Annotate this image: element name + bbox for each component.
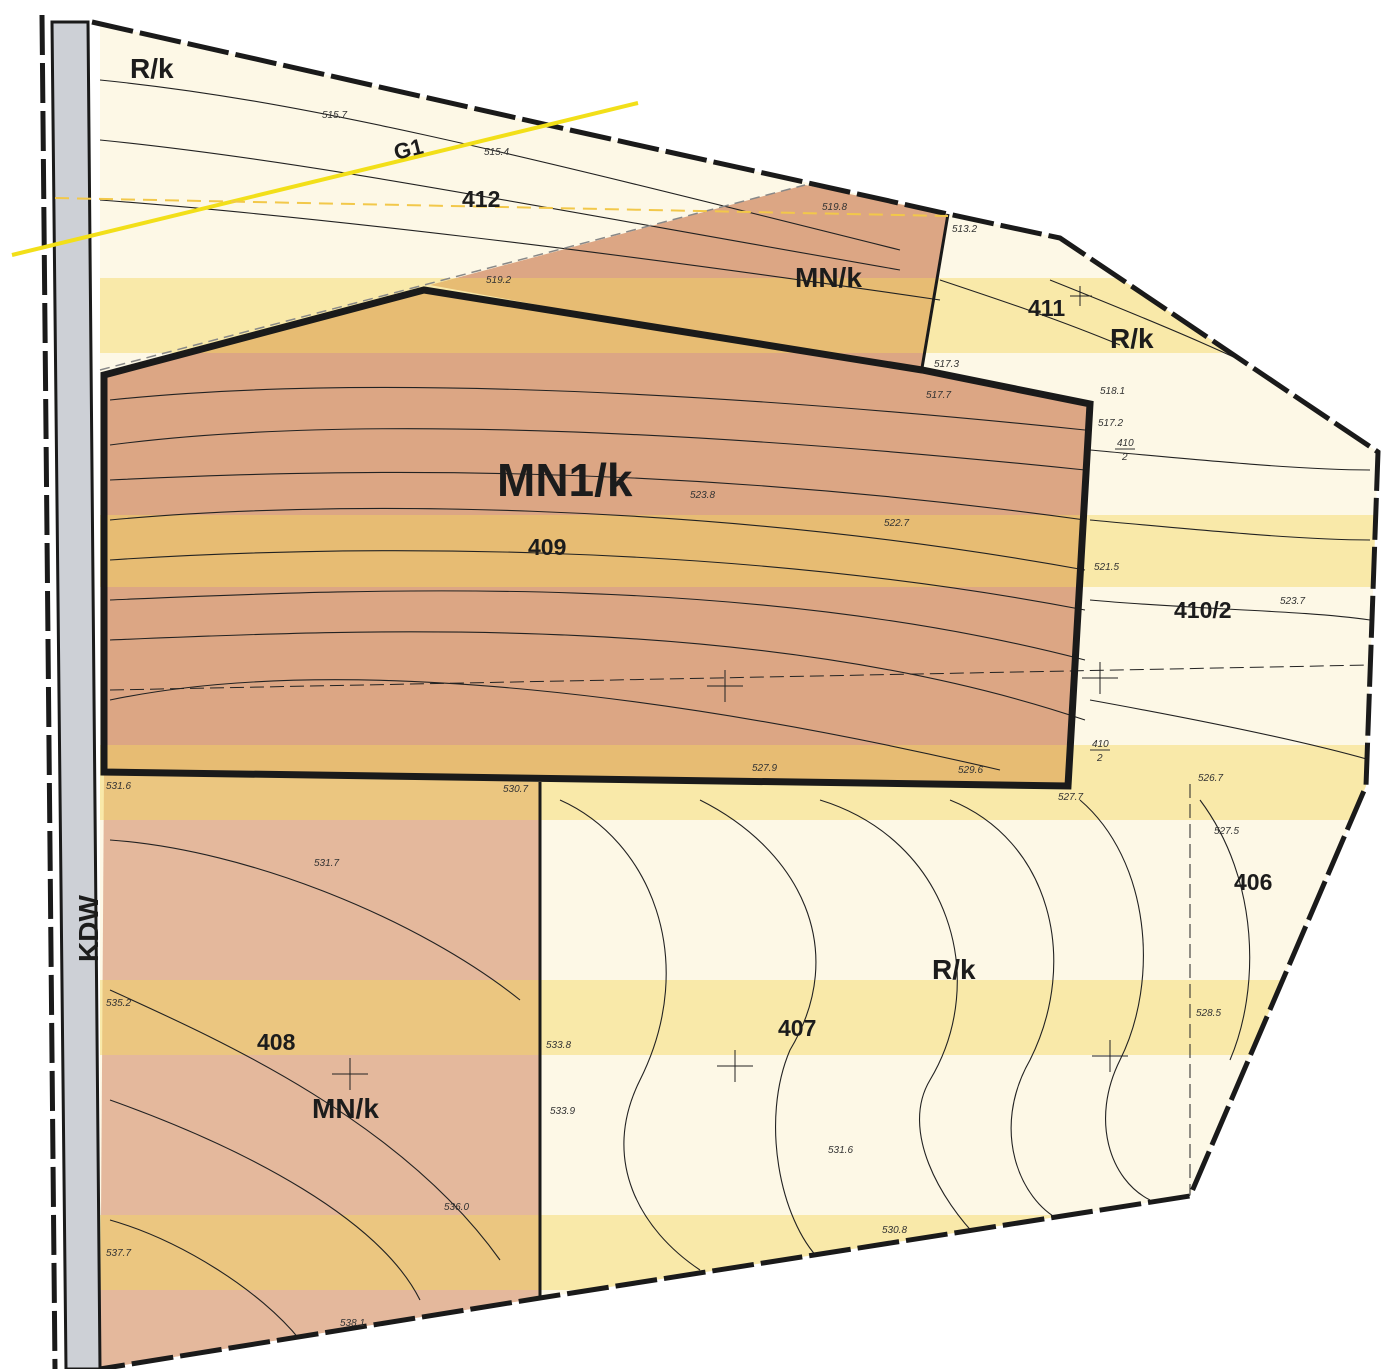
- contour-lines: [99, 79, 1371, 1341]
- zone-label-mn1: MN1/k: [497, 454, 633, 506]
- parcel-boundaries: [99, 184, 950, 1298]
- elevation-label: 515.7: [322, 110, 347, 121]
- elevation-label: 533.8: [546, 1040, 571, 1051]
- fraction-label-1: 410 2: [1115, 438, 1135, 463]
- elevation-label: 519.8: [822, 202, 847, 213]
- zone-label-mn-lower: MN/k: [312, 1093, 379, 1124]
- zone-mn-upper-area: [430, 185, 948, 367]
- fraction-num-2: 410: [1092, 739, 1109, 750]
- survey-cross: [1092, 1040, 1128, 1072]
- elevation-labels: 515.7 515.4 519.8 513.2 517.3 517.7 519.…: [106, 110, 1305, 1329]
- g1-line: [11, 101, 949, 257]
- fraction-label-2: 410 2: [1090, 739, 1110, 764]
- elevation-label: 527.7: [1058, 792, 1083, 803]
- boundary-top: [91, 19, 1381, 1369]
- parcel-number-409: 409: [528, 534, 566, 560]
- elevation-label: 519.2: [486, 275, 511, 286]
- elevation-label: 522.7: [884, 518, 909, 529]
- parcel-number-407: 407: [778, 1015, 816, 1041]
- parcel-number-406: 406: [1234, 869, 1272, 895]
- band-5: [92, 1215, 1378, 1290]
- elevation-label: 531.6: [106, 781, 131, 792]
- zone-mn-lower-area: [100, 772, 540, 1369]
- elevation-label: 517.3: [934, 359, 959, 370]
- fraction-den-2: 2: [1096, 753, 1103, 764]
- band-4: [92, 980, 1378, 1055]
- elevation-label: 515.4: [484, 147, 509, 158]
- parcel-number-412: 412: [462, 186, 500, 212]
- survey-cross: [1082, 662, 1118, 694]
- fraction-den-1: 2: [1121, 452, 1128, 463]
- parcel-number-410-2: 410/2: [1174, 597, 1232, 623]
- survey-cross: [1070, 286, 1092, 306]
- outer-boundary: [91, 19, 1381, 1369]
- elevation-label: 517.2: [1098, 418, 1123, 429]
- boundary-412-diagonal: [99, 184, 806, 371]
- elevation-label: 533.9: [550, 1106, 575, 1117]
- boundary-411-412: [920, 213, 950, 369]
- zone-mn1-outline: [100, 286, 1094, 790]
- zone-label-mn-upper: MN/k: [795, 262, 862, 293]
- survey-marks: [332, 286, 1128, 1090]
- survey-cross: [717, 1050, 753, 1082]
- elevation-label: 530.7: [503, 784, 528, 795]
- parcel-number-411: 411: [1028, 295, 1065, 321]
- elevation-label: 536.0: [444, 1202, 469, 1213]
- survey-cross: [707, 670, 743, 702]
- parcel-number-408: 408: [257, 1029, 296, 1055]
- elevation-label: 531.6: [828, 1145, 853, 1156]
- zone-label-rk-right: R/k: [1110, 323, 1154, 354]
- elevation-label: 531.7: [314, 858, 339, 869]
- band-2: [92, 515, 1378, 587]
- elevation-label: 535.2: [106, 998, 131, 1009]
- zone-label-rk-lower: R/k: [932, 954, 976, 985]
- elevation-label: 529.6: [958, 765, 983, 776]
- elevation-label: 537.7: [106, 1248, 131, 1259]
- g1-line-solid: [11, 101, 639, 257]
- elevation-label: 513.2: [952, 224, 977, 235]
- elevation-label: 530.8: [882, 1225, 907, 1236]
- road-strip: [39, 14, 102, 1369]
- elevation-label: 517.7: [926, 390, 951, 401]
- fraction-num-1: 410: [1117, 438, 1134, 449]
- road-surface: [50, 20, 102, 1369]
- elevation-label: 528.5: [1196, 1008, 1221, 1019]
- g1-line-dashed: [54, 197, 949, 217]
- elevation-label: 538.1: [340, 1318, 365, 1329]
- road-label: KDW: [73, 895, 104, 962]
- elevation-label: 523.7: [1280, 596, 1305, 607]
- elevation-label: 521.5: [1094, 562, 1119, 573]
- elevation-label: 527.5: [1214, 826, 1239, 837]
- elevation-label: 527.9: [752, 763, 777, 774]
- road-edge-dashed: [39, 14, 58, 1369]
- elevation-label: 518.1: [1100, 386, 1125, 397]
- elevation-label: 526.7: [1198, 773, 1223, 784]
- zone-label-rk-top: R/k: [130, 53, 174, 84]
- survey-cross: [332, 1058, 368, 1090]
- elevation-label: 523.8: [690, 490, 715, 501]
